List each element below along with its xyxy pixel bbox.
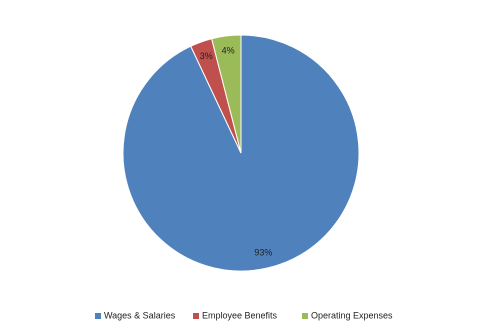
legend-swatch — [302, 313, 308, 319]
data-label: 4% — [222, 46, 235, 56]
pie-slice — [211, 34, 242, 154]
legend-swatch — [193, 313, 199, 319]
legend-swatch — [95, 313, 101, 319]
legend-label: Employee Benefits — [202, 310, 278, 320]
legend-label: Operating Expenses — [311, 310, 393, 320]
data-label: 93% — [254, 248, 272, 258]
legend-label: Wages & Salaries — [104, 310, 176, 320]
data-label: 3% — [200, 51, 213, 61]
